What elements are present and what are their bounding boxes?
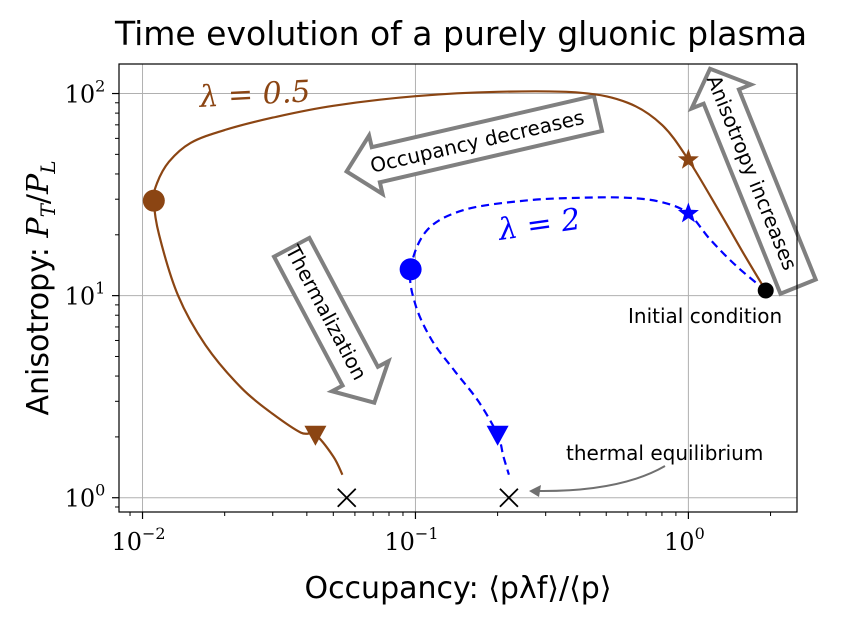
occupancy-decreases-arrow: Occupancy decreases	[343, 93, 605, 199]
thermalization-arrow: Thermalization	[271, 235, 393, 406]
initial-condition-label: Initial condition	[628, 304, 782, 328]
y-tick-label-1: 101	[65, 279, 106, 311]
y-tick-label-0: 100	[65, 481, 106, 513]
lambda-2-label: λ = 2	[495, 202, 582, 248]
lambda-05-label: λ = 0.5	[198, 74, 312, 115]
thermalization-label: Thermalization	[280, 240, 372, 384]
thermal-equilibrium-arrowhead	[529, 485, 541, 497]
svg-text:Anisotropy: PT/PL: Anisotropy: PT/PL	[21, 160, 60, 415]
series-line-0	[152, 90, 767, 476]
initial-condition-marker	[757, 282, 774, 299]
blue-star-marker	[677, 202, 699, 223]
anisotropy-increases-label: Anisotropy increases	[702, 72, 802, 274]
y-tick-label-2: 102	[65, 77, 106, 109]
x-tick-label-2: 100	[664, 524, 705, 556]
x-tick-label-0: 10−2	[111, 524, 165, 556]
blue-circle-marker	[399, 258, 422, 281]
brown-triangle-marker	[304, 425, 327, 446]
blue-equilibrium-marker	[499, 488, 519, 508]
chart-title: Time evolution of a purely gluonic plasm…	[114, 14, 807, 53]
brown-circle-marker	[142, 189, 165, 212]
blue-triangle-marker	[486, 425, 509, 446]
plot-frame	[118, 63, 798, 513]
y-axis-label: Anisotropy: PT/PL	[21, 160, 60, 415]
markers-layer	[142, 148, 774, 508]
anisotropy-increases-arrow: Anisotropy increases	[687, 66, 819, 297]
thermal-equilibrium-label: thermal equilibrium	[566, 441, 763, 465]
thermal-equilibrium-pointer	[536, 465, 666, 493]
brown-equilibrium-marker	[337, 488, 357, 508]
x-axis-label: Occupancy: ⟨pλf⟩/⟨p⟩	[304, 571, 611, 606]
x-tick-label-1: 10−1	[384, 524, 438, 556]
brown-star-marker	[677, 148, 699, 169]
series-line-1	[408, 196, 767, 476]
